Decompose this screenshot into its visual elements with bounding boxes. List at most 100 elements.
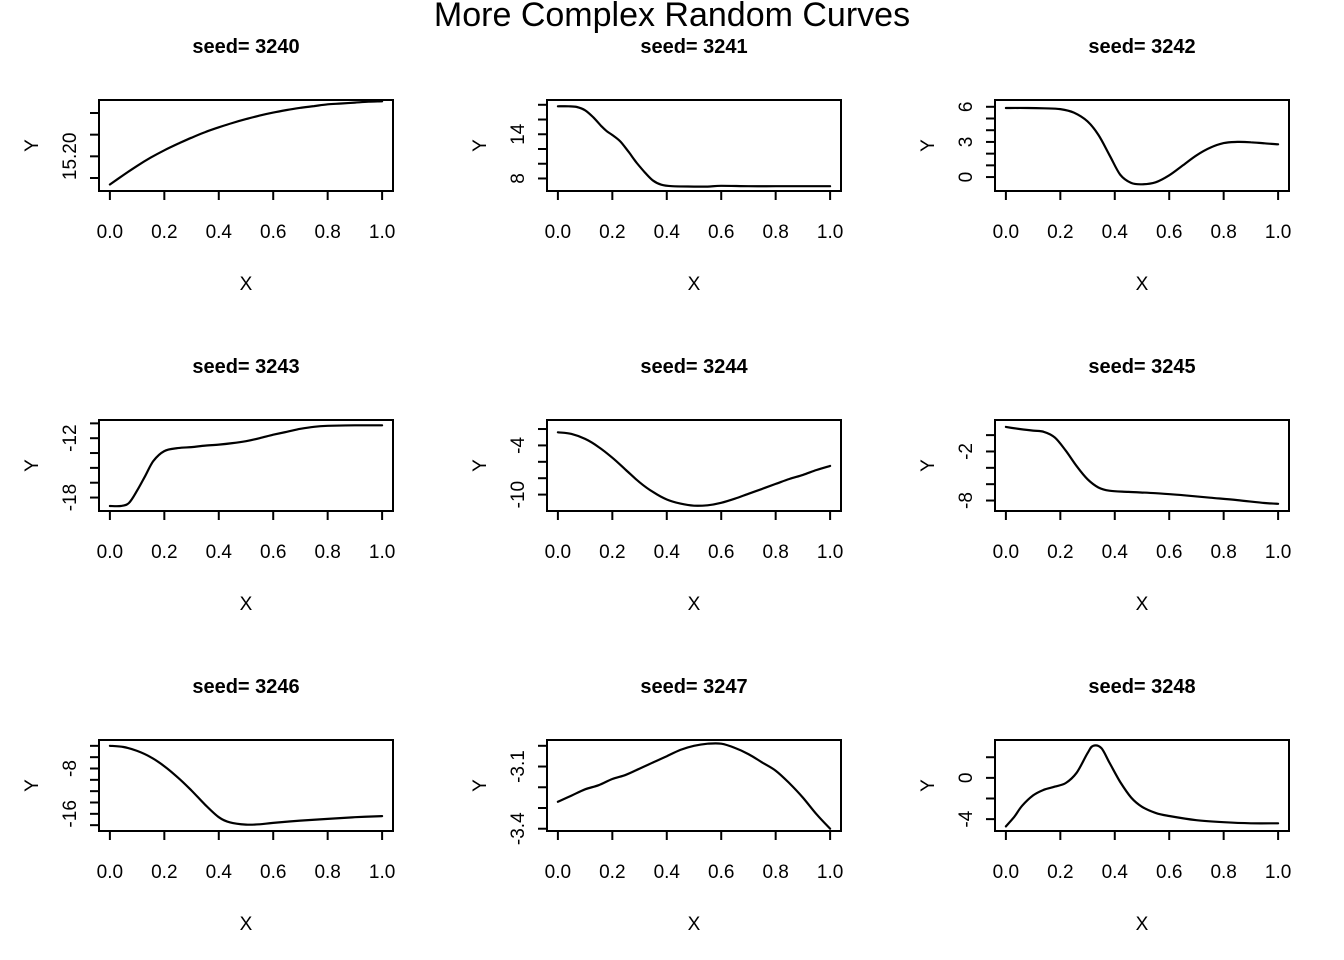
plot-box [994,419,1290,512]
x-tick-label: 0.8 [1210,862,1236,883]
x-tick-label: 0.0 [97,862,123,883]
y-axis-label: Y [22,459,43,472]
subplot-title-3245: seed= 3245 [1088,356,1195,378]
subplot-3245: seed= 3245 0.0 0.2 0.4 0.6 0.8 1.0 -8 -2 X Y [918,356,1291,615]
x-tick-label: 0.2 [1047,222,1073,243]
curve-seed-3244 [556,431,832,507]
subplot-3246: seed= 3246 0.0 0.2 0.4 0.6 0.8 1.0 -16 -8 X Y [22,676,395,935]
y-axis-label: Y [918,139,939,152]
x-tick-label: 0.8 [762,862,788,883]
subplot-title-3246: seed= 3246 [192,676,299,698]
y-tick-label: -8 [60,760,81,777]
plot-box [994,739,1290,832]
x-tick-label: 1.0 [1265,222,1291,243]
y-tick-label: 14 [508,123,529,145]
x-tick-label: 1.0 [369,542,395,563]
x-tick-label: 1.0 [369,862,395,883]
x-axis-label: X [240,594,253,615]
x-tick-label: 0.6 [708,222,734,243]
x-tick-label: 0.0 [97,542,123,563]
y-tick-label: -8 [956,492,977,509]
x-tick-label: 0.2 [599,222,625,243]
subplot-3248: seed= 3248 0.0 0.2 0.4 0.6 0.8 1.0 -4 0 X Y [918,676,1291,935]
subplot-title-3241: seed= 3241 [640,36,747,58]
x-tick-label: 0.4 [206,862,233,883]
y-axis-label: Y [918,459,939,472]
y-tick-label: 0 [956,773,977,784]
y-tick-label: -4 [956,810,977,827]
x-tick-label: 0.4 [654,862,681,883]
subplot-title-3242: seed= 3242 [1088,36,1195,58]
x-tick-label: 0.2 [1047,542,1073,563]
y-tick-label: -12 [60,424,81,451]
y-axis-label: Y [918,779,939,792]
x-tick-label: 0.2 [151,542,177,563]
y-tick-label: 15.20 [60,133,81,181]
x-tick-label: 1.0 [817,862,843,883]
x-tick-label: 0.0 [545,222,571,243]
y-tick-label: 3 [956,137,977,148]
x-tick-label: 0.0 [97,222,123,243]
curve-seed-3240 [108,100,384,186]
y-tick-label: -4 [508,437,529,454]
x-axis-label: X [688,594,701,615]
subplot-title-3240: seed= 3240 [192,36,299,58]
y-tick-label: 8 [508,173,529,184]
x-tick-label: 0.8 [1210,222,1236,243]
x-axis-label: X [688,914,701,935]
plot-box [98,99,394,192]
curve-seed-3245 [1004,425,1280,505]
curve-seed-3246 [108,744,384,826]
x-tick-label: 1.0 [1265,542,1291,563]
subplot-title-3243: seed= 3243 [192,356,299,378]
x-tick-label: 0.6 [1156,222,1182,243]
x-tick-label: 1.0 [1265,862,1291,883]
x-tick-label: 0.4 [1102,222,1129,243]
subplot-3242: seed= 3242 0.0 0.2 0.4 0.6 0.8 1.0 0 3 6 X Y [918,36,1291,295]
subplot-title-3244: seed= 3244 [640,356,748,378]
curve-seed-3247 [556,742,832,830]
x-tick-label: 0.4 [1102,542,1129,563]
x-tick-label: 0.8 [314,542,340,563]
x-tick-label: 0.6 [1156,542,1182,563]
x-tick-label: 0.2 [599,862,625,883]
subplot-title-3248: seed= 3248 [1088,676,1195,698]
plot-box [98,739,394,832]
subplot-title-3247: seed= 3247 [640,676,747,698]
x-axis-label: X [1136,594,1149,615]
x-tick-label: 0.6 [1156,862,1182,883]
x-tick-label: 0.6 [260,542,286,563]
x-tick-label: 0.0 [993,862,1019,883]
curve-seed-3241 [556,105,832,188]
x-tick-label: 0.0 [993,542,1019,563]
subplot-3243: seed= 3243 0.0 0.2 0.4 0.6 0.8 1.0 -18 -12 X Y [22,356,395,615]
y-tick-label: -10 [508,481,529,508]
curve-seed-3243 [108,424,384,508]
x-tick-label: 1.0 [817,542,843,563]
x-tick-label: 0.0 [993,222,1019,243]
y-tick-label: -3.4 [508,812,529,845]
x-axis-label: X [1136,274,1149,295]
subplot-3241: seed= 3241 0.0 0.2 0.4 0.6 0.8 1.0 8 14 X Y [470,36,843,295]
x-tick-label: 0.6 [260,862,286,883]
y-tick-label: 0 [956,172,977,183]
x-tick-label: 0.8 [314,862,340,883]
x-tick-label: 0.2 [1047,862,1073,883]
x-axis-label: X [1136,914,1149,935]
x-axis-label: X [240,274,253,295]
plot-box [546,419,842,512]
x-tick-label: 0.8 [762,542,788,563]
y-axis-label: Y [22,139,43,152]
x-tick-label: 0.4 [206,542,233,563]
figure-title: More Complex Random Curves [433,0,911,34]
x-tick-label: 0.6 [708,542,734,563]
curve-seed-3242 [1004,106,1280,186]
y-axis-label: Y [470,779,491,792]
y-tick-label: 6 [956,102,977,113]
y-tick-label: -18 [60,484,81,511]
y-tick-label: -16 [60,800,81,827]
plot-box [994,99,1290,192]
x-tick-label: 0.0 [545,862,571,883]
